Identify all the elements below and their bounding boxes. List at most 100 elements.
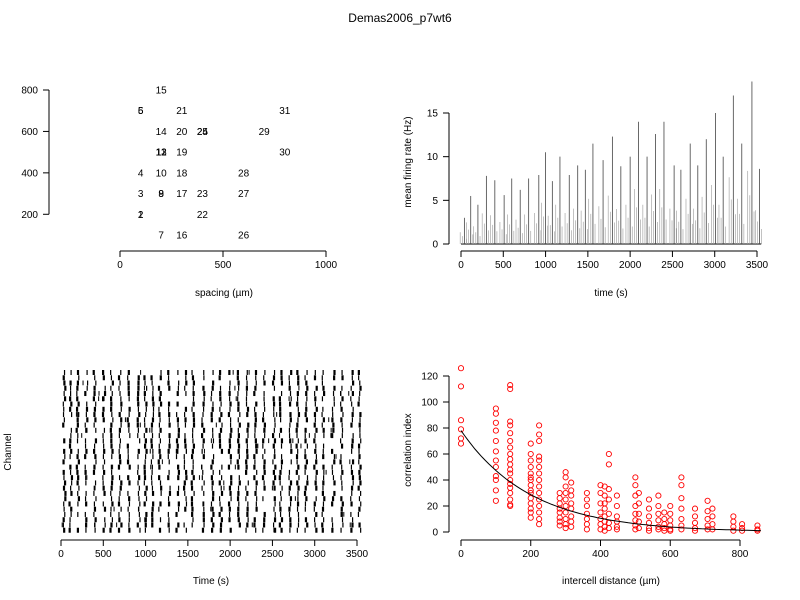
raster-spike <box>78 375 80 381</box>
raster-spike <box>280 490 282 496</box>
correlation-point <box>492 437 499 445</box>
electrode-label: 20 <box>176 127 188 138</box>
raster-spike <box>210 506 212 512</box>
raster-spike <box>159 438 161 444</box>
raster-spike <box>143 501 146 507</box>
raster-spike <box>273 517 277 523</box>
raster-spike <box>290 459 292 465</box>
raster-spike <box>85 448 88 454</box>
raster-spike <box>228 511 231 517</box>
firing-rate-x-tick-label: 2500 <box>661 260 684 271</box>
raster-spike <box>289 522 292 528</box>
raster-spike <box>360 501 362 507</box>
raster-spike <box>229 406 231 412</box>
electrode-label: 4 <box>138 168 144 179</box>
raster-spike <box>151 380 153 386</box>
correlation-point <box>613 523 620 530</box>
electrode-label: 9 <box>158 189 164 200</box>
raster-spike <box>272 396 275 402</box>
raster-spike <box>348 391 350 396</box>
raster-spike <box>210 517 213 523</box>
raster-spike <box>350 385 352 391</box>
raster-spike <box>262 496 264 502</box>
electrode-label: 22 <box>197 210 209 221</box>
raster-spike <box>288 375 290 381</box>
raster-spike <box>332 422 335 428</box>
raster-spike <box>210 501 213 507</box>
raster-spike <box>351 475 355 481</box>
raster-spike <box>103 443 105 449</box>
layout-y-tick-label: 600 <box>21 127 38 138</box>
electrode-label: 13 <box>156 148 168 159</box>
raster-spike <box>237 433 240 439</box>
raster-spike <box>212 490 215 496</box>
raster-spike <box>263 517 266 523</box>
raster-spike <box>137 448 140 454</box>
correlation-point <box>667 510 674 517</box>
raster-spike <box>350 469 354 475</box>
raster-spike <box>315 496 317 502</box>
raster-spike <box>280 443 283 449</box>
raster-spike <box>279 417 282 423</box>
layout-y-tick-label: 400 <box>21 168 38 179</box>
raster-spike <box>246 490 249 496</box>
raster-spike <box>77 496 81 502</box>
raster-spike <box>128 464 131 470</box>
raster-spike <box>290 396 292 402</box>
raster-spike <box>314 370 316 375</box>
raster-spike <box>280 517 284 523</box>
correlation-point <box>632 526 639 533</box>
raster-spike <box>262 438 265 444</box>
raster-spike <box>297 522 300 528</box>
raster-spike <box>93 506 97 512</box>
raster-spike <box>63 438 66 444</box>
raster-spike <box>294 496 296 501</box>
raster-spike <box>185 375 187 381</box>
raster-spike <box>297 511 300 517</box>
raster-spike <box>247 480 249 486</box>
raster-spike <box>322 464 325 470</box>
correlation-point <box>655 526 662 533</box>
raster-spike <box>176 417 180 423</box>
correlation-point <box>605 510 612 517</box>
raster-spikes <box>61 370 362 533</box>
raster-spike <box>119 443 121 449</box>
raster-spike <box>137 480 139 486</box>
raster-spike <box>254 490 257 496</box>
correlation-point <box>691 513 699 520</box>
raster-x-tick-label: 0 <box>58 549 64 560</box>
raster-spike <box>184 370 188 375</box>
raster-spike <box>93 501 96 507</box>
raster-spike <box>359 417 361 423</box>
raster-spike <box>128 412 130 418</box>
raster-spike <box>305 406 308 412</box>
raster-spike <box>245 385 249 391</box>
raster-spike <box>84 438 87 444</box>
raster-spike <box>177 427 180 433</box>
raster-spike <box>118 475 121 481</box>
correlation-point <box>635 510 642 517</box>
raster-spike <box>321 522 324 528</box>
raster-spike <box>279 501 281 507</box>
raster-spike <box>110 480 114 486</box>
correlation-point <box>661 509 668 516</box>
raster-spike <box>341 480 343 486</box>
correlation-point <box>507 466 514 473</box>
electrode-label: 5 <box>138 106 144 117</box>
raster-spike <box>110 406 113 412</box>
raster-spike <box>161 459 163 465</box>
correlation-point <box>556 495 563 502</box>
raster-spike <box>167 454 169 460</box>
raster-spike <box>76 417 79 423</box>
raster-spike <box>220 412 223 418</box>
raster-spike <box>279 406 282 412</box>
raster-spike <box>192 401 195 407</box>
raster-spike <box>152 501 155 507</box>
raster-spike <box>191 406 193 412</box>
raster-spike <box>203 490 205 496</box>
correlation-point <box>536 509 543 516</box>
raster-spike <box>183 464 185 470</box>
correlation-point <box>562 521 569 528</box>
raster-spike <box>76 391 78 397</box>
raster-spike <box>239 412 241 418</box>
